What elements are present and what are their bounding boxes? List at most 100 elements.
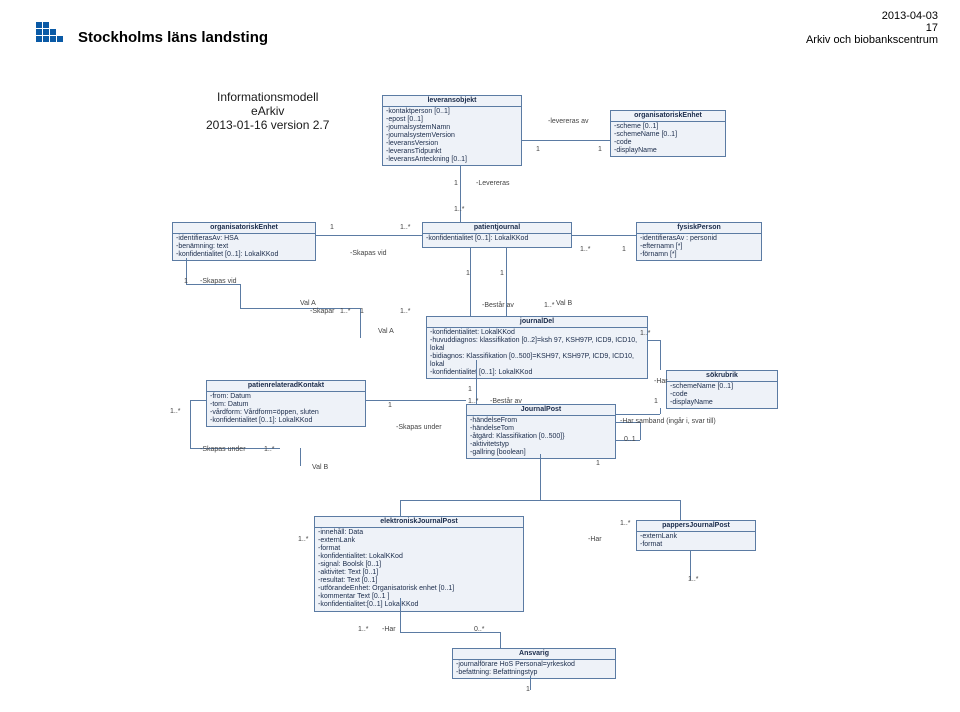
connector (540, 500, 680, 501)
attr-row: -epost [0..1] (386, 116, 518, 124)
assoc-label: -Har (382, 626, 396, 633)
attr-row: -format (318, 545, 520, 553)
class-attrs: -journalförare HoS Personal=yrkeskod-bef… (453, 660, 615, 678)
attr-row: -leveransAnteckning [0..1] (386, 156, 518, 164)
attr-row: -utförandeEnhet: Organisatorisk enhet [0… (318, 585, 520, 593)
attr-row: -externLank (640, 533, 752, 541)
connector (300, 448, 301, 466)
attr-row: -konfidentialitet [0..1]: LokalKKod (210, 417, 362, 425)
connector (366, 400, 466, 401)
assoc-label: 1 (466, 270, 470, 277)
assoc-label: 1 (468, 386, 472, 393)
assoc-label: -Har (654, 378, 668, 385)
attr-row: -identifierasAv: HSA (176, 235, 312, 243)
connector (530, 676, 531, 690)
attr-row: -innehåll: Data (318, 529, 520, 537)
connector (540, 454, 541, 500)
connector (680, 500, 681, 520)
class-title: fysiskPerson (637, 223, 761, 234)
connector (572, 235, 636, 236)
assoc-label: 1..* (544, 302, 555, 309)
assoc-label: 1..* (340, 308, 351, 315)
attr-row: -konfidentialitet [0..1]: LokalKKod (426, 235, 568, 243)
attr-row: -befattning: Befattningstyp (456, 669, 612, 677)
assoc-label: -Skapas under (200, 446, 246, 453)
assoc-label: -Skapas vid (350, 250, 387, 257)
attr-row: -konfidentialitet:[0..1] LokalKKod (318, 601, 520, 609)
attr-row: -resultat: Text [0..1] (318, 577, 520, 585)
attr-row: -aktivitet: Text [0..1] (318, 569, 520, 577)
class-title: patienrelateradKontakt (207, 381, 365, 392)
diagram-canvas: leveransobjekt-kontaktperson [0..1]-epos… (0, 0, 960, 712)
assoc-label: 1..* (468, 398, 479, 405)
assoc-label: 1 (454, 180, 458, 187)
attr-row: -format (640, 541, 752, 549)
attr-row: -konfidentialitet: LokalKKod (430, 329, 644, 337)
assoc-label: -Skapas vid (200, 278, 237, 285)
attr-row: -leveransVersion (386, 140, 518, 148)
class-box-b7: patienrelateradKontakt-from: Datum-tom: … (206, 380, 366, 427)
connector (316, 235, 422, 236)
class-box-b11: pappersJournalPost-externLank-format (636, 520, 756, 551)
attr-row: -code (670, 391, 774, 399)
assoc-label: 1..* (358, 626, 369, 633)
connector (400, 500, 540, 501)
attr-row: -konfidentialitet [0..1]: LokalKKod (430, 369, 644, 377)
connector (400, 500, 401, 516)
assoc-label: 1..* (580, 246, 591, 253)
attr-row: -scheme [0..1] (614, 123, 722, 131)
assoc-label: 1 (360, 308, 364, 315)
attr-row: -aktivitetstyp (470, 441, 612, 449)
attr-row: -journalsystemNamn (386, 124, 518, 132)
assoc-label: 1 (596, 460, 600, 467)
attr-row: -schemeName [0..1] (614, 131, 722, 139)
connector (660, 340, 661, 370)
class-attrs: -from: Datum-tom: Datum-vårdform: Vårdfo… (207, 392, 365, 426)
class-attrs: -externLank-format (637, 532, 755, 550)
connector (460, 165, 461, 222)
assoc-label: 1..* (400, 308, 411, 315)
connector (400, 632, 500, 633)
assoc-label: 1..* (640, 330, 651, 337)
attr-row: -förnamn [*] (640, 251, 758, 259)
assoc-label: 1..* (400, 224, 411, 231)
attr-row: -displayName (614, 147, 722, 155)
assoc-label: -Har (588, 536, 602, 543)
class-attrs: -identifierasAv : personid-efternamn [*]… (637, 234, 761, 260)
connector (400, 598, 401, 632)
attr-row: -journalsystemVersion (386, 132, 518, 140)
assoc-label: 1 (184, 278, 188, 285)
class-box-b1: leveransobjekt-kontaktperson [0..1]-epos… (382, 95, 522, 166)
class-title: journalDel (427, 317, 647, 328)
attr-row: -identifierasAv : personid (640, 235, 758, 243)
attr-row: -händelseTom (470, 425, 612, 433)
assoc-label: 1..* (170, 408, 181, 415)
attr-row: -efternamn [*] (640, 243, 758, 251)
class-box-b10: elektroniskJournalPost-innehåll: Data-ex… (314, 516, 524, 612)
assoc-label: -Har samband (ingår i, svar till) (620, 418, 716, 425)
attr-row: -kommentar Text [0..1 ] (318, 593, 520, 601)
class-title: elektroniskJournalPost (315, 517, 523, 528)
connector (190, 400, 206, 401)
assoc-label: 1..* (620, 520, 631, 527)
connector (500, 632, 501, 648)
attr-row: -konfidentialitet [0..1]: LokalKKod (176, 251, 312, 259)
class-title: sökrubrik (667, 371, 777, 382)
connector (660, 408, 661, 414)
assoc-label: -Levereras (476, 180, 509, 187)
assoc-label: Val B (312, 464, 328, 471)
assoc-label: Val B (556, 300, 572, 307)
attr-row: -externLank (318, 537, 520, 545)
assoc-label: Val A (378, 328, 394, 335)
assoc-label: 1 (500, 270, 504, 277)
assoc-label: -levereras av (548, 118, 588, 125)
class-box-b8: JournalPost-händelseFrom-händelseTom-åtg… (466, 404, 616, 459)
attr-row: -kontaktperson [0..1] (386, 108, 518, 116)
class-box-b9: sökrubrik-schemeName [0..1]-code-display… (666, 370, 778, 409)
attr-row: -bidiagnos: Klassifikation [0..500]=KSH9… (430, 353, 644, 369)
assoc-label: 1 (330, 224, 334, 231)
class-title: Ansvarig (453, 649, 615, 660)
assoc-label: 1 (526, 686, 530, 693)
class-box-b4: patientjournal-konfidentialitet [0..1]: … (422, 222, 572, 248)
class-box-b2: organisatoriskEnhet-scheme [0..1]-scheme… (610, 110, 726, 157)
